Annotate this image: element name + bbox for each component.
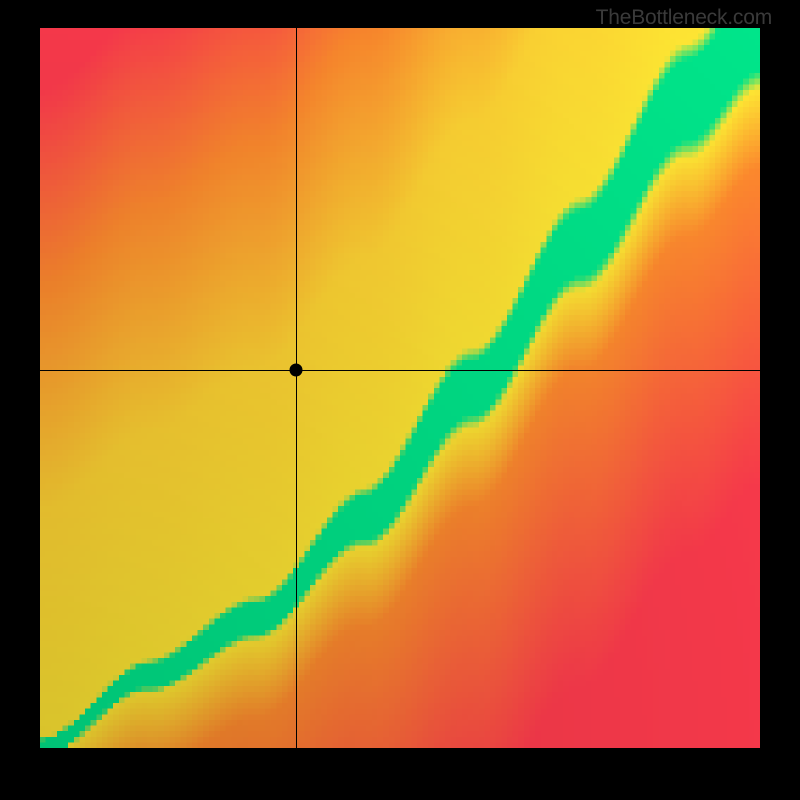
heatmap-canvas [40,28,760,748]
crosshair-marker [289,364,302,377]
crosshair-vertical [296,28,297,748]
crosshair-horizontal [40,370,760,371]
heatmap-plot [40,28,760,748]
watermark-text: TheBottleneck.com [596,6,772,30]
